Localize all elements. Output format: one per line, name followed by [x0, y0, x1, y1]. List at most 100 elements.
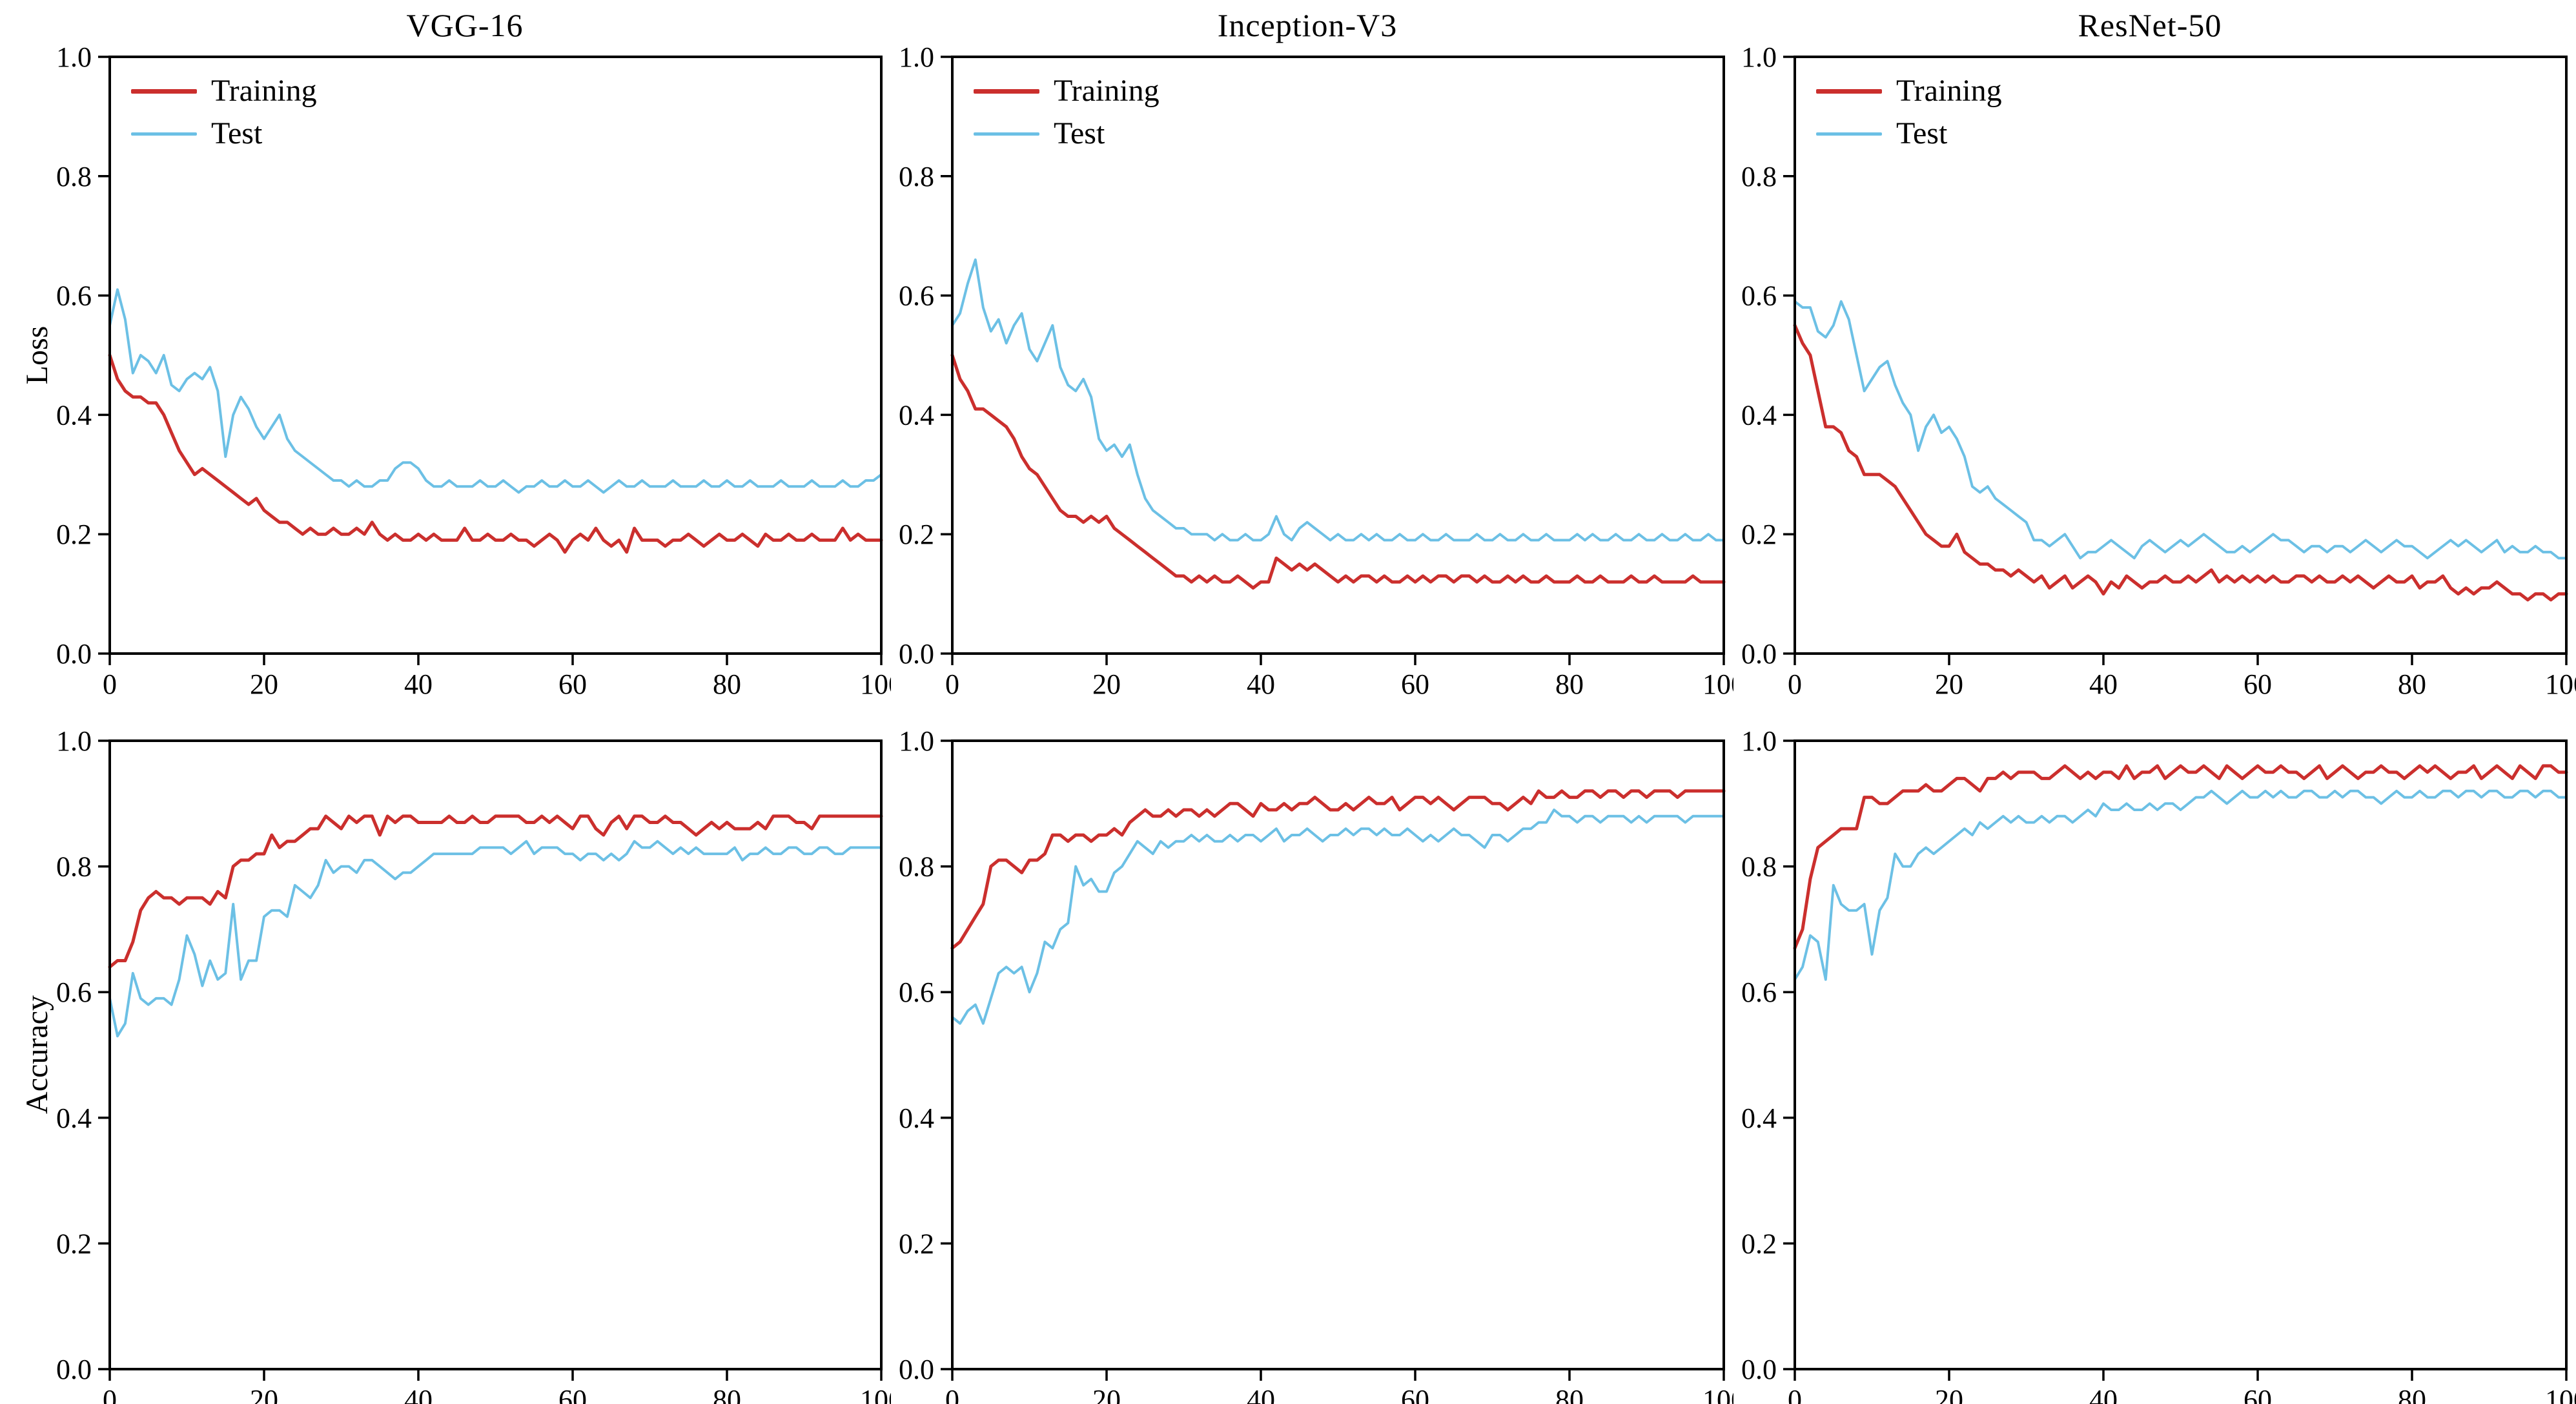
legend-label-training: Training: [1054, 74, 1160, 108]
x-tick-label: 80: [713, 668, 741, 700]
loss-test-curve: [1794, 300, 2568, 560]
legend-item-training: Training: [974, 74, 1160, 108]
x-tick-label: 20: [1092, 668, 1121, 700]
y-tick-label: 0.4: [899, 1102, 934, 1134]
x-tick-label: 80: [1555, 668, 1584, 700]
y-tick-label: 1.0: [56, 725, 92, 757]
chart-resnet50-loss: ResNet-50 Training Test 0204060801000.00…: [1733, 0, 2576, 702]
loss-training-curve: [108, 353, 883, 554]
accuracy-training-curve: [1793, 764, 2568, 950]
y-tick-label: 0.8: [56, 851, 92, 883]
accuracy-training-curve: [950, 789, 1726, 950]
y-tick-label: 0.2: [899, 1228, 934, 1259]
y-tick-label: 0.8: [1741, 851, 1777, 883]
x-tick-label: 60: [558, 1384, 587, 1404]
x-tick-label: 100: [2545, 1384, 2576, 1404]
plot-border: [108, 56, 883, 655]
test-line-swatch: [974, 132, 1039, 136]
chart-title-resnet50: ResNet-50: [2078, 7, 2222, 43]
y-tick-label: 0.0: [56, 1354, 92, 1385]
legend: Training Test: [131, 74, 317, 151]
y-tick-label: 0.0: [899, 638, 934, 670]
x-tick-label: 0: [1788, 1384, 1802, 1404]
inceptionv3-loss-plot: 0 20 40 60 80 100 0.0 0.2 0.4 0.6 0.8 1.0: [899, 41, 1733, 700]
y-tick-label: 0.6: [1741, 280, 1777, 312]
accuracy-test-curve: [1794, 789, 2568, 981]
y-tick-label: 0.0: [899, 1354, 934, 1385]
x-tick-label: 60: [2244, 668, 2272, 700]
y-tick-label: 0.0: [56, 638, 92, 670]
x-tick-label: 0: [103, 668, 117, 700]
x-tick-label: 100: [860, 1384, 891, 1404]
x-tick-label: 40: [2089, 668, 2118, 700]
x-tick-label: 40: [404, 1384, 433, 1404]
y-tick-label: 0.4: [1741, 1102, 1777, 1134]
legend-item-test: Test: [131, 116, 317, 151]
x-tick-label: 40: [1247, 668, 1275, 700]
legend-item-test: Test: [1816, 116, 2002, 151]
y-tick-label: 1.0: [899, 725, 934, 757]
x-tick-label: 0: [1788, 668, 1802, 700]
x-tick-label: 80: [2398, 1384, 2426, 1404]
vgg16-accuracy-plot: 0 20 40 60 80 100 0.0 0.2 0.4 0.6 0.8 1.0: [56, 725, 891, 1404]
legend: Training Test: [974, 74, 1160, 151]
y-tick-label: 1.0: [1741, 725, 1777, 757]
accuracy-test-curve: [108, 840, 883, 1038]
x-tick-label: 20: [1935, 1384, 1963, 1404]
vgg16-loss-plot: 0 20 40 60 80 100 0.0 0.2 0.4 0.6 0.8 1.0: [56, 41, 891, 700]
chart-title-vgg16: VGG-16: [406, 7, 524, 43]
y-tick-label: 0.2: [1741, 1228, 1777, 1259]
plot-border: [108, 739, 883, 1370]
legend-label-test: Test: [211, 116, 263, 150]
y-tick-label: 0.2: [56, 1228, 92, 1259]
legend-label-test: Test: [1896, 116, 1948, 150]
x-tick-label: 40: [404, 668, 433, 700]
y-tick-label: 0.2: [56, 519, 92, 550]
x-tick-label: 20: [250, 1384, 278, 1404]
y-tick-label: 0.8: [899, 161, 934, 192]
y-tick-label: 0.6: [1741, 976, 1777, 1008]
legend-label-test: Test: [1054, 116, 1105, 150]
x-tick-label: 0: [945, 668, 959, 700]
y-tick-label: 1.0: [56, 41, 92, 73]
resnet50-accuracy-plot: 0 20 40 60 80 100 0.0 0.2 0.4 0.6 0.8 1.0: [1741, 725, 2576, 1404]
x-tick-label: 100: [1702, 668, 1733, 700]
inceptionv3-accuracy-plot: 0 20 40 60 80 100 0.0 0.2 0.4 0.6 0.8 1.0: [899, 725, 1733, 1404]
legend: Training Test: [1816, 74, 2002, 151]
legend-item-training: Training: [1816, 74, 2002, 108]
y-tick-label: 0.4: [899, 399, 934, 431]
chart-inceptionv3-accuracy: 0 20 40 60 80 100 0.0 0.2 0.4 0.6 0.8 1.0: [891, 702, 1733, 1404]
loss-training-curve: [1793, 324, 2568, 602]
chart-inceptionv3-loss: Inception-V3 Training Test 0204060801000…: [891, 0, 1733, 702]
y-tick-label: 0.6: [56, 280, 92, 312]
x-tick-label: 100: [1702, 1384, 1733, 1404]
plot-border: [951, 56, 1725, 655]
x-tick-label: 0: [103, 1384, 117, 1404]
chart-vgg16-accuracy: 0 20 40 60 80 100 0.0 0.2 0.4 0.6 0.8 1.0: [48, 702, 891, 1404]
x-tick-label: 60: [1401, 668, 1429, 700]
x-tick-label: 80: [2398, 668, 2426, 700]
accuracy-training-curve: [108, 814, 883, 969]
training-line-swatch: [974, 88, 1039, 94]
y-tick-label: 0.0: [1741, 638, 1777, 670]
x-tick-label: 60: [1401, 1384, 1429, 1404]
y-tick-label: 0.2: [899, 519, 934, 550]
plot-border: [1794, 56, 2568, 655]
y-tick-label: 0.2: [1741, 519, 1777, 550]
plot-border: [951, 739, 1725, 1370]
chart-resnet50-accuracy: 0 20 40 60 80 100 0.0 0.2 0.4 0.6 0.8 1.0: [1733, 702, 2576, 1404]
loss-test-curve: [951, 258, 1725, 542]
y-tick-label: 0.0: [1741, 1354, 1777, 1385]
training-line-swatch: [1816, 88, 1882, 94]
x-tick-label: 40: [1247, 1384, 1275, 1404]
legend-item-test: Test: [974, 116, 1160, 151]
x-tick-label: 80: [1555, 1384, 1584, 1404]
loss-test-curve: [108, 288, 883, 494]
y-tick-label: 1.0: [899, 41, 934, 73]
chart-vgg16-loss: VGG-16 Training Test 0204060801000.00.20…: [48, 0, 891, 702]
x-tick-label: 20: [250, 668, 278, 700]
y-tick-label: 0.8: [899, 851, 934, 883]
x-tick-label: 60: [558, 668, 587, 700]
x-tick-label: 60: [2244, 1384, 2272, 1404]
